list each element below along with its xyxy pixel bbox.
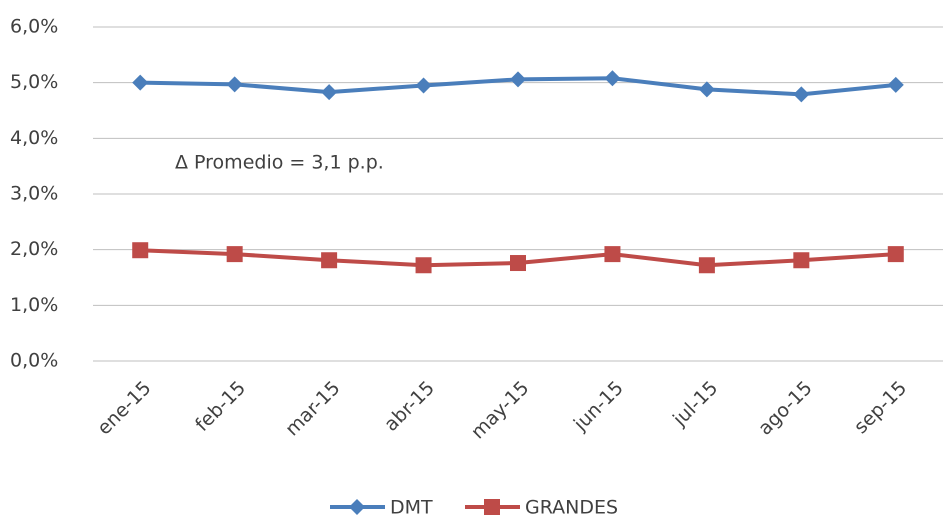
y-tick-label: 3,0% <box>10 183 58 205</box>
data-point <box>321 252 338 269</box>
y-tick-label: 2,0% <box>10 238 58 260</box>
data-point <box>604 246 621 263</box>
y-tick-label: 1,0% <box>10 294 58 316</box>
data-point <box>887 76 904 93</box>
data-point <box>887 246 904 263</box>
y-tick-label: 6,0% <box>10 16 58 38</box>
data-point <box>793 86 810 103</box>
data-point <box>321 84 338 101</box>
legend-label: GRANDES <box>525 497 618 519</box>
x-tick-label: ago-15 <box>754 377 817 440</box>
data-point <box>698 257 715 274</box>
x-tick-label: jul-15 <box>668 377 722 431</box>
y-tick-label: 5,0% <box>10 71 58 93</box>
data-point <box>793 252 810 269</box>
legend-marker <box>349 499 365 515</box>
x-tick-label: jun-15 <box>569 377 628 436</box>
data-point <box>226 76 243 93</box>
data-point <box>132 74 149 91</box>
y-tick-label: 0,0% <box>10 350 58 372</box>
x-tick-label: abr-15 <box>380 377 439 436</box>
legend-marker <box>484 499 500 515</box>
x-tick-label: mar-15 <box>281 377 344 440</box>
data-point <box>698 81 715 98</box>
x-tick-label: sep-15 <box>850 377 911 438</box>
data-point <box>510 71 526 88</box>
x-tick-label: ene-15 <box>93 377 156 440</box>
x-tick-label: may-15 <box>467 377 534 444</box>
legend-label: DMT <box>390 497 433 519</box>
data-point <box>415 77 432 94</box>
annotation: Δ Promedio = 3,1 p.p. <box>175 152 384 174</box>
data-point <box>604 70 621 87</box>
x-tick-label: feb-15 <box>191 377 250 436</box>
data-point <box>510 255 526 272</box>
y-tick-label: 4,0% <box>10 127 58 149</box>
data-point <box>415 257 432 274</box>
data-point <box>226 246 243 263</box>
data-point <box>132 242 149 259</box>
